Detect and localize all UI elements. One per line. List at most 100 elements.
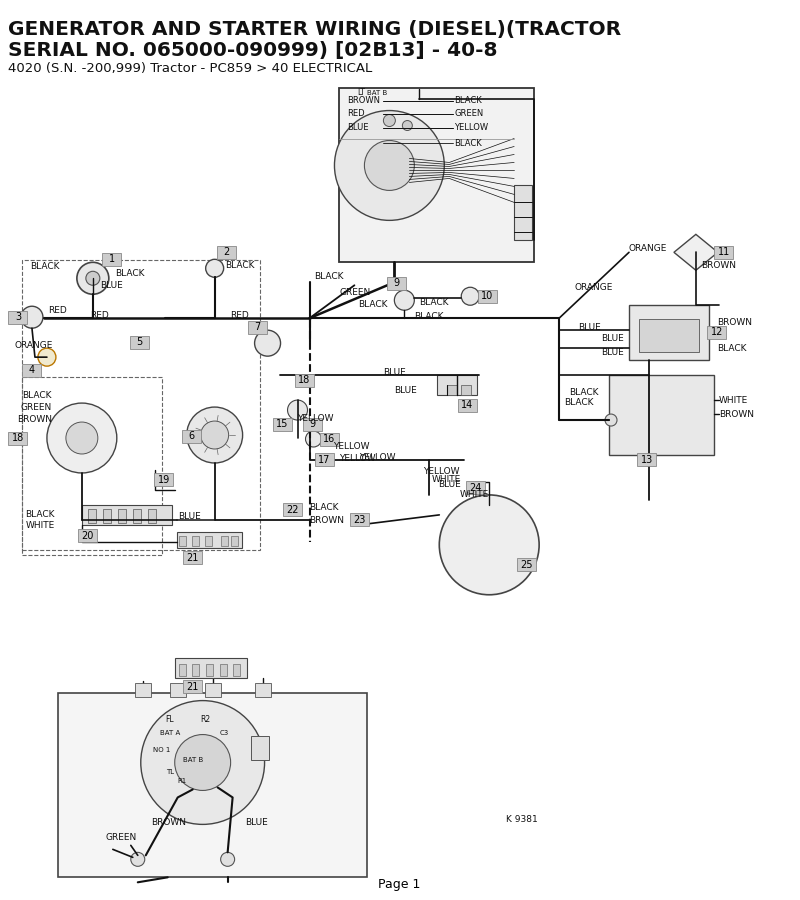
Bar — [230, 536, 238, 545]
Bar — [58, 693, 367, 878]
Text: C3: C3 — [220, 730, 229, 735]
Bar — [205, 536, 212, 545]
Text: RED: RED — [48, 306, 66, 315]
Text: TL: TL — [166, 770, 174, 776]
Bar — [447, 385, 458, 395]
Text: 18: 18 — [298, 375, 310, 385]
Text: BLACK: BLACK — [358, 300, 387, 309]
Text: WHITE: WHITE — [719, 396, 748, 405]
Text: 11: 11 — [718, 248, 730, 257]
FancyBboxPatch shape — [638, 454, 657, 466]
FancyBboxPatch shape — [283, 503, 302, 517]
Circle shape — [206, 259, 224, 277]
Bar — [438, 375, 478, 395]
Circle shape — [174, 734, 230, 790]
Text: 3: 3 — [15, 312, 21, 322]
FancyBboxPatch shape — [78, 529, 98, 543]
Text: R2: R2 — [201, 716, 211, 724]
Text: BLACK: BLACK — [26, 510, 55, 519]
FancyBboxPatch shape — [303, 418, 322, 430]
Circle shape — [141, 700, 265, 824]
Text: GREEN: GREEN — [339, 288, 370, 297]
Circle shape — [21, 306, 43, 328]
Text: SERIAL NO. 065000-090999) [02B13] - 40-8: SERIAL NO. 065000-090999) [02B13] - 40-8 — [8, 40, 498, 59]
FancyBboxPatch shape — [182, 429, 201, 443]
FancyBboxPatch shape — [130, 336, 150, 348]
Text: 18: 18 — [12, 433, 24, 443]
Bar — [609, 375, 714, 455]
Bar — [205, 682, 221, 697]
FancyBboxPatch shape — [458, 399, 477, 411]
Bar — [22, 260, 259, 550]
Circle shape — [334, 111, 444, 220]
Text: 23: 23 — [354, 515, 366, 525]
Text: 21: 21 — [186, 553, 199, 562]
Circle shape — [306, 431, 322, 447]
Text: 16: 16 — [323, 434, 335, 444]
Circle shape — [38, 348, 56, 366]
Text: NO 1: NO 1 — [153, 746, 170, 752]
FancyBboxPatch shape — [154, 473, 174, 486]
Circle shape — [439, 495, 539, 595]
Text: ORANGE: ORANGE — [629, 244, 667, 253]
Bar — [254, 682, 270, 697]
Circle shape — [201, 421, 229, 449]
Text: YELLOW: YELLOW — [359, 454, 396, 463]
Text: 12: 12 — [710, 328, 723, 338]
Circle shape — [47, 403, 117, 473]
Circle shape — [77, 262, 109, 294]
Bar — [221, 536, 228, 545]
Text: WHITE: WHITE — [431, 475, 461, 484]
Bar — [192, 663, 198, 676]
FancyBboxPatch shape — [315, 454, 334, 466]
Circle shape — [254, 330, 281, 356]
Text: 14: 14 — [461, 400, 474, 410]
Bar — [639, 320, 699, 352]
FancyBboxPatch shape — [320, 433, 339, 446]
Circle shape — [221, 852, 234, 867]
Text: YELLOW: YELLOW — [339, 454, 376, 464]
Circle shape — [462, 287, 479, 305]
Bar — [339, 87, 534, 262]
FancyBboxPatch shape — [248, 320, 267, 334]
Text: BLACK: BLACK — [225, 261, 254, 270]
Text: BROWN: BROWN — [717, 318, 752, 327]
Text: 9: 9 — [310, 419, 315, 429]
FancyBboxPatch shape — [9, 431, 27, 445]
Text: BLACK: BLACK — [22, 391, 52, 400]
Text: 7: 7 — [254, 322, 261, 332]
Bar — [133, 508, 141, 523]
Text: BLUE: BLUE — [347, 123, 369, 132]
Bar — [134, 682, 150, 697]
FancyBboxPatch shape — [466, 482, 485, 494]
FancyBboxPatch shape — [707, 326, 726, 338]
Text: BLACK: BLACK — [314, 272, 344, 281]
Bar — [177, 532, 242, 548]
FancyBboxPatch shape — [22, 364, 42, 376]
Text: BROWN: BROWN — [701, 261, 736, 270]
Text: 20: 20 — [82, 531, 94, 541]
Text: BAT B: BAT B — [367, 90, 388, 95]
Text: BLUE: BLUE — [438, 481, 462, 490]
Bar — [82, 505, 172, 525]
Text: 5: 5 — [137, 338, 143, 347]
Bar — [462, 385, 471, 395]
FancyBboxPatch shape — [102, 253, 122, 266]
Text: 15: 15 — [276, 419, 289, 429]
Text: BROWN: BROWN — [150, 818, 186, 827]
Circle shape — [394, 291, 414, 310]
Bar — [220, 663, 226, 676]
FancyBboxPatch shape — [9, 310, 27, 324]
Text: BLUE: BLUE — [602, 334, 624, 343]
Text: RED: RED — [90, 310, 110, 320]
FancyBboxPatch shape — [295, 374, 314, 387]
Circle shape — [287, 400, 307, 420]
Text: BROWN: BROWN — [719, 410, 754, 418]
FancyBboxPatch shape — [183, 552, 202, 564]
Bar — [148, 508, 156, 523]
Polygon shape — [674, 234, 718, 270]
Circle shape — [86, 271, 100, 285]
Text: BLACK: BLACK — [454, 139, 482, 148]
Text: 25: 25 — [520, 560, 533, 570]
Text: GREEN: GREEN — [454, 109, 483, 118]
